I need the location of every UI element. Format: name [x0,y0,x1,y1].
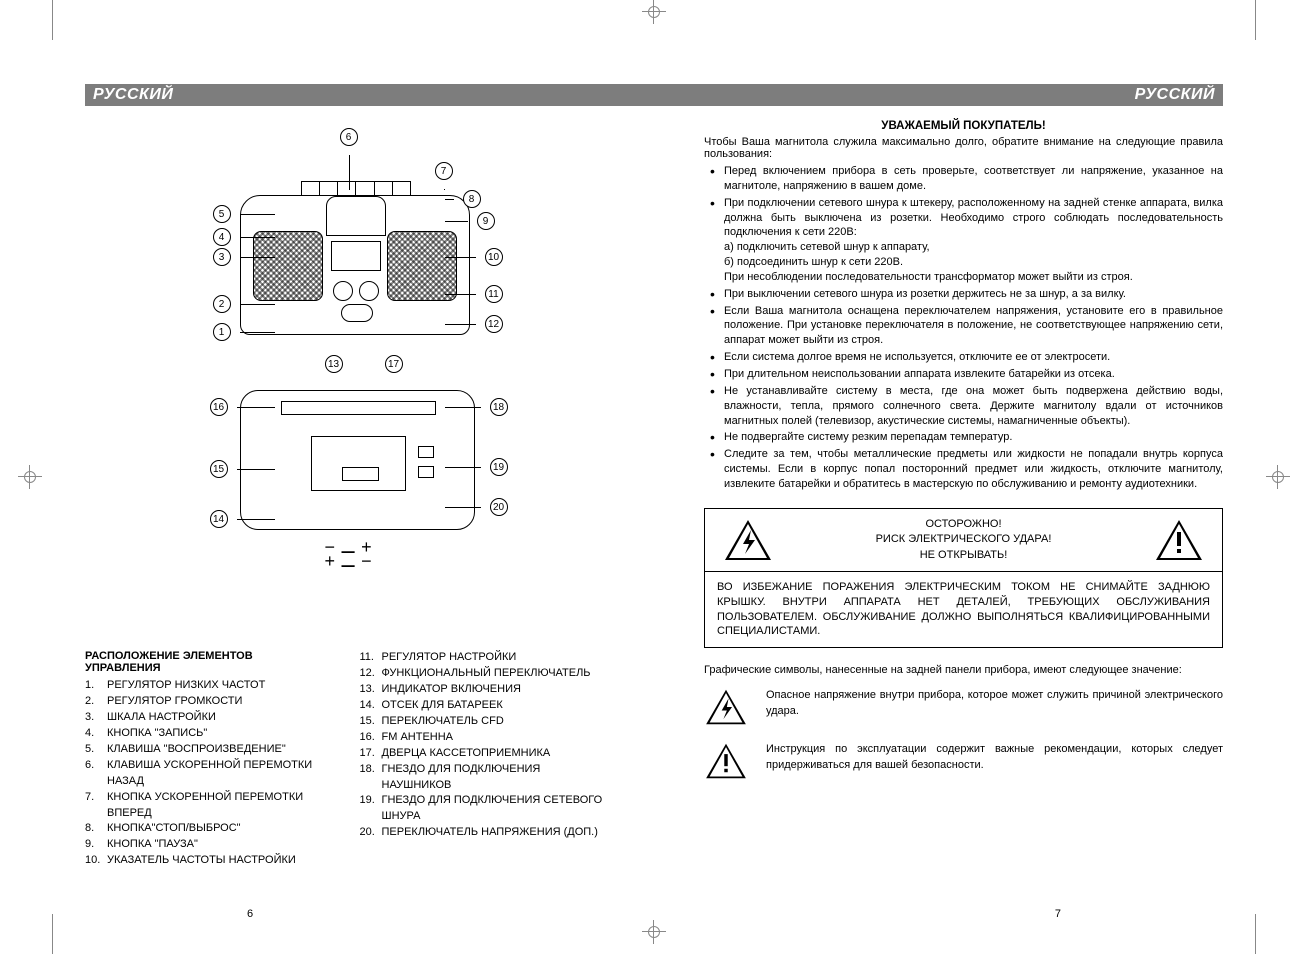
callout-number: 8 [463,190,481,208]
header-bar-left: РУССКИЙ [85,84,654,106]
parts-list-item: 7.КНОПКА УСКОРЕННОЙ ПЕРЕМОТКИ ВПЕРЕД [85,790,330,822]
parts-list-col1: 1.РЕГУЛЯТОР НИЗКИХ ЧАСТОТ2.РЕГУЛЯТОР ГРО… [85,678,330,869]
parts-list-item: 3.ШКАЛА НАСТРОЙКИ [85,710,330,726]
warning-center-text: ОСТОРОЖНО! РИСК ЭЛЕКТРИЧЕСКОГО УДАРА! НЕ… [876,517,1052,563]
lightning-triangle-icon [704,688,748,726]
symbol-1-text: Опасное напряжение внутри прибора, котор… [766,688,1223,719]
usage-rule-item: Не устанавливайте систему в места, где о… [724,384,1223,429]
callout-number: 17 [385,355,403,373]
parts-list-item: 6.КЛАВИША УСКОРЕННОЙ ПЕРЕМОТКИ НАЗАД [85,758,330,790]
usage-rule-item: При выключении сетевого шнура из розетки… [724,287,1223,302]
callout-number: 7 [435,162,453,180]
callout-number: 18 [490,398,508,416]
callout-number: 1 [213,323,231,341]
boombox-front-view [240,195,470,335]
symbols-intro-text: Графические символы, нанесенные на задне… [704,664,1223,676]
page-number-left: 6 [247,908,253,920]
callout-number: 10 [485,248,503,266]
usage-rule-item: Перед включением прибора в сеть проверьт… [724,164,1223,194]
usage-rules-list: Перед включением прибора в сеть проверьт… [704,164,1223,492]
parts-list-item: 9.КНОПКА "ПАУЗА" [85,837,330,853]
symbol-2-text: Инструкция по эксплуатации содержит важн… [766,742,1223,773]
callout-number: 15 [210,460,228,478]
parts-list-item: 13.ИНДИКАТОР ВКЛЮЧЕНИЯ [360,682,605,698]
parts-title: РАСПОЛОЖЕНИЕ ЭЛЕМЕНТОВ УПРАВЛЕНИЯ [85,650,330,674]
parts-list-item: 1.РЕГУЛЯТОР НИЗКИХ ЧАСТОТ [85,678,330,694]
parts-list-section: РАСПОЛОЖЕНИЕ ЭЛЕМЕНТОВ УПРАВЛЕНИЯ 1.РЕГУ… [85,650,604,869]
page-left: РУССКИЙ [0,0,654,954]
intro-text: Чтобы Ваша магнитола служила максимально… [704,136,1223,160]
callout-number: 11 [485,285,503,303]
exclamation-triangle-icon [1154,518,1204,562]
parts-list-item: 17.ДВЕРЦА КАССЕТОПРИЕМНИКА [360,746,605,762]
lightning-triangle-icon [723,518,773,562]
callout-number: 5 [213,205,231,223]
greeting-heading: УВАЖАЕМЫЙ ПОКУПАТЕЛЬ! [704,120,1223,132]
callout-number: 13 [325,355,343,373]
parts-list-item: 12.ФУНКЦИОНАЛЬНЫЙ ПЕРЕКЛЮЧАТЕЛЬ [360,666,605,682]
symbol-row-1: Опасное напряжение внутри прибора, котор… [704,688,1223,726]
usage-rule-item: Не подвергайте систему резким перепадам … [724,430,1223,445]
parts-list-item: 10.УКАЗАТЕЛЬ ЧАСТОТЫ НАСТРОЙКИ [85,853,330,869]
battery-polarity-icon: − ⚊ + + ⚊ − [325,540,372,568]
callout-number: 16 [210,398,228,416]
callout-number: 6 [340,128,358,146]
parts-list-item: 4.КНОПКА "ЗАПИСЬ" [85,726,330,742]
page-right: РУССКИЙ УВАЖАЕМЫЙ ПОКУПАТЕЛЬ! Чтобы Ваша… [654,0,1308,954]
callout-number: 2 [213,295,231,313]
callout-number: 14 [210,510,228,528]
parts-list-item: 18.ГНЕЗДО ДЛЯ ПОДКЛЮЧЕНИЯ НАУШНИКОВ [360,762,605,794]
header-title-left: РУССКИЙ [93,86,173,104]
parts-list-item: 14.ОТСЕК ДЛЯ БАТАРЕЕК [360,698,605,714]
callout-number: 9 [477,212,495,230]
header-bar-right: РУССКИЙ [654,84,1223,106]
callout-number: 19 [490,458,508,476]
callout-number: 20 [490,498,508,516]
callout-number: 3 [213,248,231,266]
warning-bottom-text: ВО ИЗБЕЖАНИЕ ПОРАЖЕНИЯ ЭЛЕКТРИЧЕСКИМ ТОК… [705,572,1222,647]
parts-list-col2: 11.РЕГУЛЯТОР НАСТРОЙКИ12.ФУНКЦИОНАЛЬНЫЙ … [360,650,605,841]
usage-rule-item: Следите за тем, чтобы металлические пред… [724,447,1223,492]
parts-list-item: 11.РЕГУЛЯТОР НАСТРОЙКИ [360,650,605,666]
usage-rule-item: При подключении сетевого шнура к штекеру… [724,196,1223,285]
page-number-right: 7 [1055,908,1061,920]
parts-list-item: 19.ГНЕЗДО ДЛЯ ПОДКЛЮЧЕНИЯ СЕТЕВОГО ШНУРА [360,793,605,825]
usage-rule-item: Если система долгое время не используетс… [724,350,1223,365]
parts-list-item: 5.КЛАВИША "ВОСПРОИЗВЕДЕНИЕ" [85,742,330,758]
parts-list-item: 8.КНОПКА"СТОП/ВЫБРОС" [85,821,330,837]
parts-list-item: 2.РЕГУЛЯТОР ГРОМКОСТИ [85,694,330,710]
usage-rule-item: Если Ваша магнитола оснащена переключате… [724,304,1223,349]
parts-list-item: 16.FM АНТЕННА [360,730,605,746]
callout-number: 4 [213,228,231,246]
usage-rule-item: При длительном неиспользовании аппарата … [724,367,1223,382]
boombox-top-view [240,390,475,530]
warning-box: ОСТОРОЖНО! РИСК ЭЛЕКТРИЧЕСКОГО УДАРА! НЕ… [704,508,1223,649]
header-title-right: РУССКИЙ [1135,86,1215,104]
device-diagram: − ⚊ + + ⚊ − 1234567891011121317141516181… [145,120,545,640]
callout-number: 12 [485,315,503,333]
parts-list-item: 20.ПЕРЕКЛЮЧАТЕЛЬ НАПРЯЖЕНИЯ (ДОП.) [360,825,605,841]
parts-list-item: 15.ПЕРЕКЛЮЧАТЕЛЬ CFD [360,714,605,730]
symbol-row-2: Инструкция по эксплуатации содержит важн… [704,742,1223,780]
exclamation-triangle-icon [704,742,748,780]
